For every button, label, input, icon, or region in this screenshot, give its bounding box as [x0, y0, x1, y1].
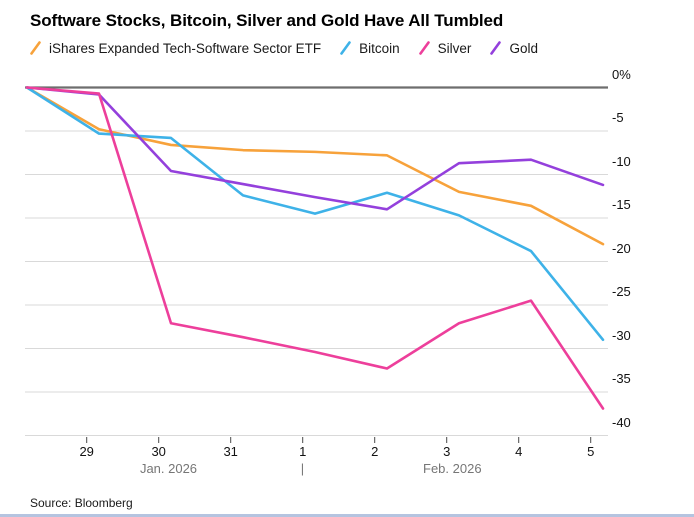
- x-axis-tick-label: 29: [79, 444, 94, 459]
- legend: iShares Expanded Tech-Software Sector ET…: [29, 38, 538, 58]
- legend-slash-icon: [30, 41, 41, 55]
- y-axis-tick-label: -25: [612, 284, 631, 299]
- source-note: Source: Bloomberg: [30, 496, 133, 510]
- chart-title: Software Stocks, Bitcoin, Silver and Gol…: [30, 11, 504, 30]
- series-line-bitcoin: [25, 86, 605, 342]
- x-axis-tick-label: 3: [443, 444, 451, 459]
- legend-item-bitcoin: Bitcoin: [339, 40, 400, 56]
- legend-label: iShares Expanded Tech-Software Sector ET…: [49, 40, 322, 56]
- legend-slash-icon: [490, 41, 502, 55]
- x-axis-tick-label: 4: [515, 444, 523, 459]
- y-axis-tick-label: -10: [612, 153, 631, 169]
- month-divider: |: [300, 461, 305, 476]
- x-axis-tick-label: 1: [299, 444, 307, 459]
- series-line-silver: [25, 86, 605, 410]
- legend-item-silver: Silver: [418, 40, 472, 56]
- y-axis-tick-label: -5: [612, 110, 624, 125]
- legend-item-gold: Gold: [489, 40, 538, 56]
- x-axis-tick-label: 2: [371, 444, 379, 459]
- bottom-accent-strip: [0, 514, 694, 517]
- legend-label: Gold: [509, 40, 538, 56]
- legend-item-ishares-expanded-tech-software-sector-etf: iShares Expanded Tech-Software Sector ET…: [29, 40, 321, 56]
- y-axis-tick-label: -40: [612, 414, 631, 430]
- x-axis-tick-label: 31: [223, 444, 238, 459]
- legend-slash-icon: [418, 41, 430, 55]
- y-axis-tick-label: -30: [612, 327, 631, 343]
- y-axis-tick-label: -35: [612, 371, 631, 386]
- y-axis-tick-label: 0%: [612, 66, 631, 82]
- month-label: Jan. 2026: [139, 461, 198, 476]
- legend-slash-icon: [340, 41, 351, 55]
- legend-label: Bitcoin: [359, 40, 400, 56]
- series-line-gold: [25, 86, 605, 211]
- y-axis-tick-label: -15: [612, 197, 631, 212]
- y-axis-tick-label: -20: [612, 240, 631, 256]
- x-axis-tick-label: 5: [587, 444, 595, 459]
- x-axis-tick-label: 30: [151, 444, 166, 459]
- legend-label: Silver: [437, 40, 472, 56]
- month-label: Feb. 2026: [423, 461, 482, 476]
